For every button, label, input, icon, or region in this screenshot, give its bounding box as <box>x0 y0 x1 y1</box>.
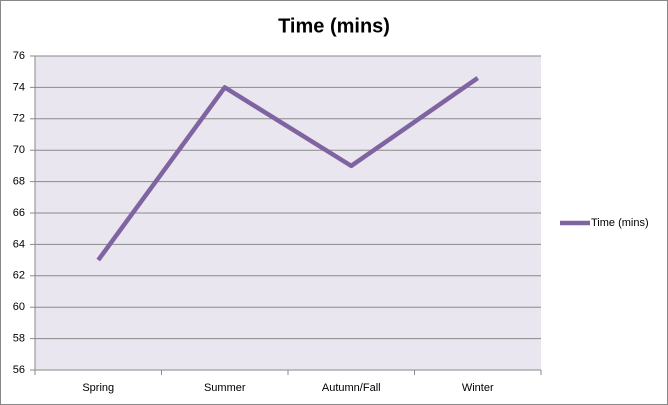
y-tick-label: 62 <box>13 270 25 282</box>
legend-label: Time (mins) <box>591 217 649 229</box>
y-tick-label: 68 <box>13 176 25 188</box>
x-tick-label: Autumn/Fall <box>322 382 381 394</box>
y-tick-label: 58 <box>13 333 25 345</box>
y-tick-label: 60 <box>13 301 25 313</box>
y-tick-label: 76 <box>13 50 25 62</box>
y-tick-label: 74 <box>13 81 25 93</box>
x-tick-label: Summer <box>204 382 246 394</box>
data-line <box>96 76 480 262</box>
y-tick-label: 66 <box>13 207 25 219</box>
y-tick-label: 64 <box>13 238 25 250</box>
chart-title: Time (mins) <box>278 15 390 37</box>
y-tick-label: 72 <box>13 113 25 125</box>
y-tick-label: 70 <box>13 144 25 156</box>
x-tick-label: Winter <box>462 382 494 394</box>
x-tick-label: Spring <box>82 382 114 394</box>
y-tick-label: 56 <box>13 364 25 376</box>
